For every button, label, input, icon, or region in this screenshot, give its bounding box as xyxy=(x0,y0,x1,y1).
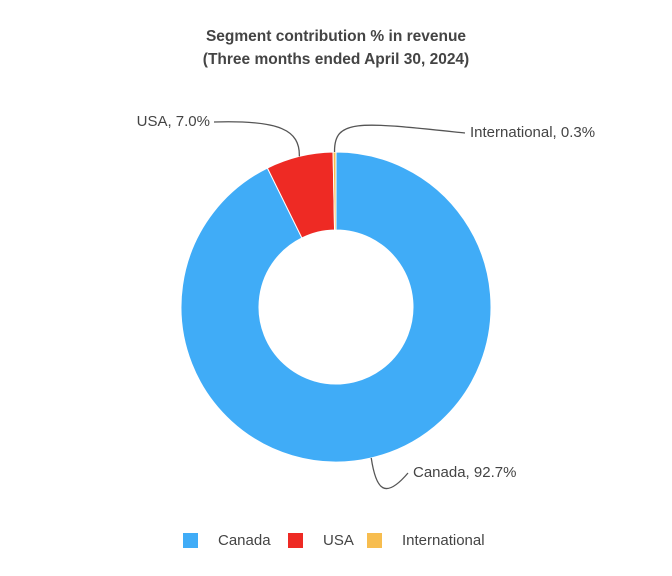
legend-swatch xyxy=(288,533,303,548)
leader-line xyxy=(213,121,300,157)
leader-line xyxy=(333,124,466,153)
leader-line xyxy=(370,457,409,490)
data-label: International, 0.3% xyxy=(470,124,595,141)
legend-label: International xyxy=(402,532,485,549)
legend-label: USA xyxy=(323,532,354,549)
legend-label: Canada xyxy=(218,532,271,549)
data-label: USA, 7.0% xyxy=(137,113,210,130)
data-label: Canada, 92.7% xyxy=(413,464,516,481)
donut-slice xyxy=(180,151,492,463)
legend-swatch xyxy=(367,533,382,548)
chart-subtitle: (Three months ended April 30, 2024) xyxy=(203,51,469,68)
chart-title: Segment contribution % in revenue xyxy=(206,28,466,45)
legend-swatch xyxy=(183,533,198,548)
